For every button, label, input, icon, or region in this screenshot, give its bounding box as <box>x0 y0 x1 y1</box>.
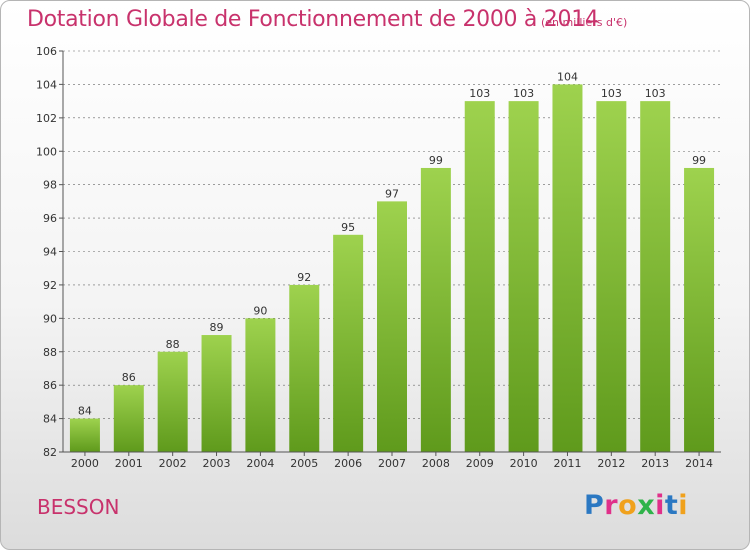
y-tick-labels: 82 84 86 88 90 92 94 96 98 100 102 104 106 <box>36 45 57 459</box>
x-tick-label-2002: 2002 <box>159 457 187 470</box>
x-tick-label-2006: 2006 <box>334 457 362 470</box>
value-label-2011: 104 <box>557 70 578 83</box>
y-tick-label-96: 96 <box>43 212 57 225</box>
logo-letter: r <box>604 490 619 521</box>
proxiti-logo: Proxiti <box>584 490 688 521</box>
logo-letter: P <box>584 490 605 521</box>
x-tick-label-2014: 2014 <box>685 457 713 470</box>
x-tick-label-2007: 2007 <box>378 457 406 470</box>
axes <box>59 50 721 456</box>
y-tick-label-104: 104 <box>36 78 57 91</box>
bar-2005 <box>289 284 320 452</box>
y-tick-label-90: 90 <box>43 312 57 325</box>
value-label-2013: 103 <box>645 87 666 100</box>
y-tick-label-102: 102 <box>36 112 57 125</box>
bar-2003 <box>201 335 232 452</box>
x-tick-label-2011: 2011 <box>553 457 581 470</box>
x-tick-label-2005: 2005 <box>290 457 318 470</box>
bar-2011 <box>552 84 583 453</box>
x-tick-label-2012: 2012 <box>597 457 625 470</box>
x-tick-labels: 2000 2001 2002 2003 2004 2005 2006 2007 2008 2009… <box>71 457 713 470</box>
y-tick-label-94: 94 <box>43 246 57 259</box>
y-tick-label-82: 82 <box>43 446 57 459</box>
logo-letter: o <box>618 490 638 521</box>
y-tick-label-100: 100 <box>36 145 57 158</box>
y-tick-label-106: 106 <box>36 45 57 58</box>
bar-2007 <box>377 201 407 452</box>
value-label-2001: 86 <box>122 371 136 384</box>
y-tick-label-86: 86 <box>43 379 57 392</box>
value-label-2010: 103 <box>513 87 534 100</box>
bar-2010 <box>508 101 539 452</box>
bars <box>69 84 715 453</box>
x-tick-label-2008: 2008 <box>422 457 450 470</box>
chart-unit-note: (en milliers d'€) <box>541 16 628 29</box>
x-tick-label-2000: 2000 <box>71 457 99 470</box>
commune-name: BESSON <box>37 495 120 519</box>
value-label-2012: 103 <box>601 87 622 100</box>
value-label-2008: 99 <box>429 154 443 167</box>
y-tick-label-88: 88 <box>43 346 57 359</box>
bar-2009 <box>464 101 495 452</box>
logo-letter: i <box>655 490 665 521</box>
y-tick-label-98: 98 <box>43 179 57 192</box>
bar-2012 <box>596 101 627 452</box>
value-label-2014: 99 <box>692 154 706 167</box>
x-tick-label-2009: 2009 <box>466 457 494 470</box>
value-label-2004: 90 <box>253 304 267 317</box>
bar-2008 <box>420 167 451 453</box>
bar-2004 <box>245 318 276 452</box>
value-label-2005: 92 <box>297 271 311 284</box>
logo-letter: t <box>664 490 679 521</box>
x-tick-label-2004: 2004 <box>246 457 274 470</box>
value-labels: 84 86 88 89 90 92 95 97 99 103 103 104 103 103 99 <box>78 70 706 417</box>
bar-2001 <box>113 385 144 452</box>
bar-2002 <box>157 351 188 452</box>
value-label-2003: 89 <box>210 321 224 334</box>
y-tick-label-84: 84 <box>43 413 57 426</box>
bar-2014 <box>684 167 715 453</box>
bar-2013 <box>640 101 671 452</box>
x-tick-label-2003: 2003 <box>203 457 231 470</box>
bar-2006 <box>333 234 364 452</box>
value-label-2002: 88 <box>166 338 180 351</box>
logo-letter: i <box>678 490 689 521</box>
y-tick-label-92: 92 <box>43 279 57 292</box>
value-label-2006: 95 <box>341 221 355 234</box>
value-label-2007: 97 <box>385 187 399 200</box>
logo-letter: x <box>637 490 656 521</box>
x-tick-label-2013: 2013 <box>641 457 669 470</box>
chart-title: Dotation Globale de Fonctionnement de 20… <box>27 7 599 32</box>
x-tick-label-2001: 2001 <box>115 457 143 470</box>
value-label-2009: 103 <box>469 87 490 100</box>
bar-2000 <box>69 418 100 452</box>
value-label-2000: 84 <box>78 405 92 418</box>
x-tick-label-2010: 2010 <box>510 457 538 470</box>
